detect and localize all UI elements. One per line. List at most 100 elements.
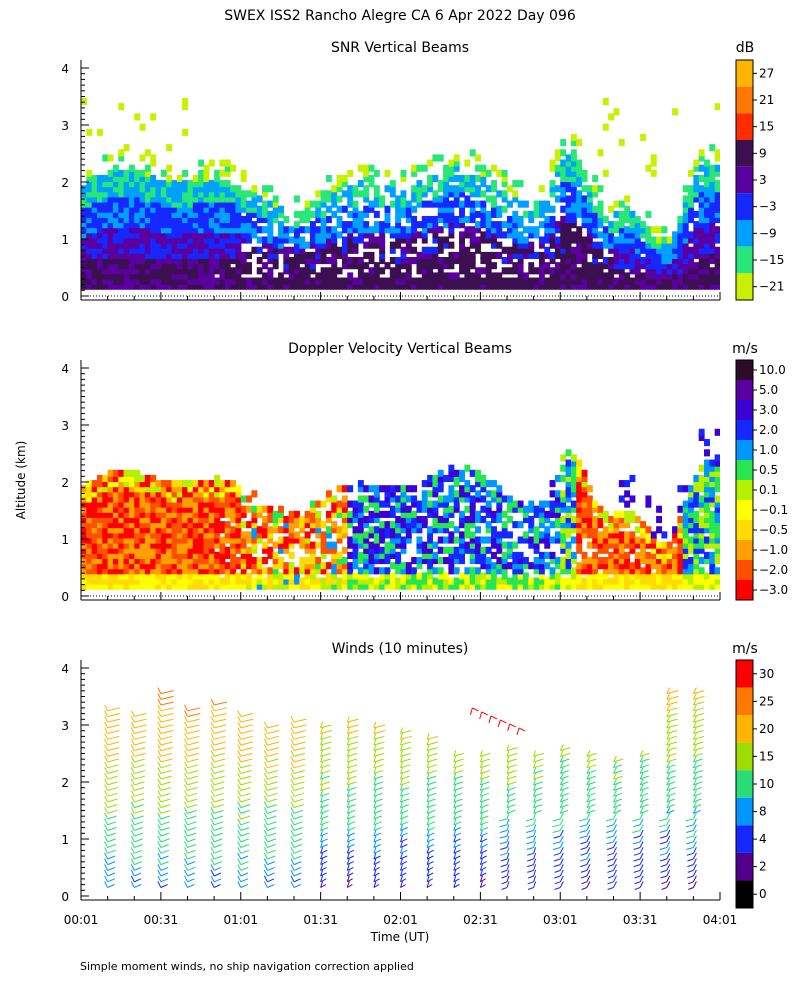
- snr-cell: [373, 267, 380, 275]
- snr-cell: [411, 164, 418, 172]
- doppler-cell: [421, 521, 428, 529]
- snr-cell: [171, 190, 178, 198]
- wind-barb: [157, 778, 171, 786]
- doppler-cell: [288, 577, 295, 585]
- doppler-cell: [688, 510, 694, 518]
- snr-cell: [682, 262, 689, 270]
- doppler-cell: [150, 500, 157, 508]
- snr-cell: [480, 277, 487, 285]
- doppler-cell: [427, 557, 434, 565]
- doppler-cell: [389, 536, 396, 544]
- wind-barb: [210, 790, 224, 797]
- snr-cell: [171, 221, 178, 229]
- doppler-cell: [677, 485, 684, 493]
- doppler-cell: [150, 495, 157, 503]
- doppler-cell: [592, 551, 599, 559]
- snr-cell: [246, 205, 252, 213]
- wind-barb: [692, 801, 702, 809]
- doppler-cell: [650, 551, 657, 559]
- doppler-cell: [230, 546, 237, 554]
- doppler-cell: [459, 536, 465, 544]
- doppler-cell: [198, 510, 205, 518]
- snr-cell: [464, 200, 471, 208]
- snr-cell: [517, 236, 524, 244]
- snr-cell: [704, 257, 710, 265]
- wind-barb: [506, 750, 518, 757]
- snr-cell: [347, 272, 354, 280]
- snr-cell: [230, 241, 237, 249]
- wind-barb: [346, 733, 359, 740]
- snr-cell: [267, 277, 274, 285]
- snr-cell: [294, 231, 300, 239]
- doppler-cell: [240, 557, 247, 565]
- snr-cell: [134, 221, 141, 229]
- doppler-cell: [155, 536, 162, 544]
- snr-cell: [565, 241, 572, 249]
- doppler-cell: [640, 582, 647, 590]
- doppler-cell: [96, 562, 103, 570]
- doppler-cell: [432, 551, 439, 559]
- snr-cell: [171, 231, 178, 239]
- wind-barb: [263, 841, 276, 848]
- doppler-cell: [634, 541, 641, 549]
- doppler-cell: [91, 567, 98, 575]
- wind-barb: [346, 847, 355, 854]
- doppler-cell: [608, 577, 615, 585]
- snr-cell: [475, 210, 481, 218]
- snr-cell: [102, 221, 109, 229]
- doppler-cell: [107, 485, 114, 493]
- wind-barb: [130, 795, 145, 803]
- snr-cell: [246, 251, 252, 259]
- doppler-cell: [134, 546, 141, 554]
- snr-cell: [128, 241, 135, 249]
- snr-cell: [389, 241, 396, 249]
- snr-cell: [224, 159, 231, 167]
- doppler-cell: [421, 480, 428, 488]
- snr-cell: [214, 205, 221, 213]
- doppler-cell: [480, 582, 487, 590]
- snr-cell: [459, 241, 465, 249]
- doppler-cell: [501, 577, 508, 585]
- snr-cell: [187, 262, 194, 270]
- wind-barb: [130, 841, 143, 848]
- doppler-cell: [491, 515, 497, 524]
- doppler-cell: [602, 515, 609, 524]
- doppler-cell: [693, 536, 700, 544]
- snr-cell: [267, 185, 274, 193]
- snr-cell: [176, 226, 183, 234]
- snr-cell: [246, 226, 252, 234]
- snr-cell: [395, 231, 402, 239]
- snr-cell: [698, 251, 705, 259]
- doppler-cell: [86, 582, 93, 590]
- doppler-cell: [565, 541, 572, 549]
- snr-cell: [171, 205, 178, 213]
- doppler-cell: [448, 567, 455, 575]
- snr-cell: [304, 205, 311, 213]
- wind-barb: [130, 710, 147, 717]
- doppler-cell: [480, 505, 487, 513]
- doppler-cell: [214, 515, 221, 524]
- doppler-cell: [421, 490, 428, 498]
- doppler-cell: [203, 582, 210, 590]
- snr-cell: [144, 267, 151, 275]
- snr-cell: [224, 251, 231, 259]
- doppler-cell: [118, 536, 125, 544]
- doppler-cell: [235, 526, 242, 534]
- snr-cell: [570, 133, 577, 141]
- doppler-cell: [230, 572, 237, 580]
- snr-cell: [507, 215, 513, 224]
- snr-cell: [102, 272, 109, 280]
- wind-barb: [586, 767, 596, 774]
- snr-cell: [618, 267, 625, 275]
- doppler-cell: [368, 510, 375, 518]
- snr-cell: [357, 226, 364, 234]
- snr-cell: [501, 180, 508, 188]
- snr-cell: [698, 221, 705, 229]
- wind-barb: [685, 818, 697, 828]
- doppler-cell: [416, 521, 423, 529]
- snr-cell: [427, 251, 434, 259]
- snr-cell: [118, 215, 125, 224]
- snr-cell: [192, 236, 199, 244]
- doppler-cell: [693, 567, 700, 575]
- doppler-cell: [278, 562, 284, 570]
